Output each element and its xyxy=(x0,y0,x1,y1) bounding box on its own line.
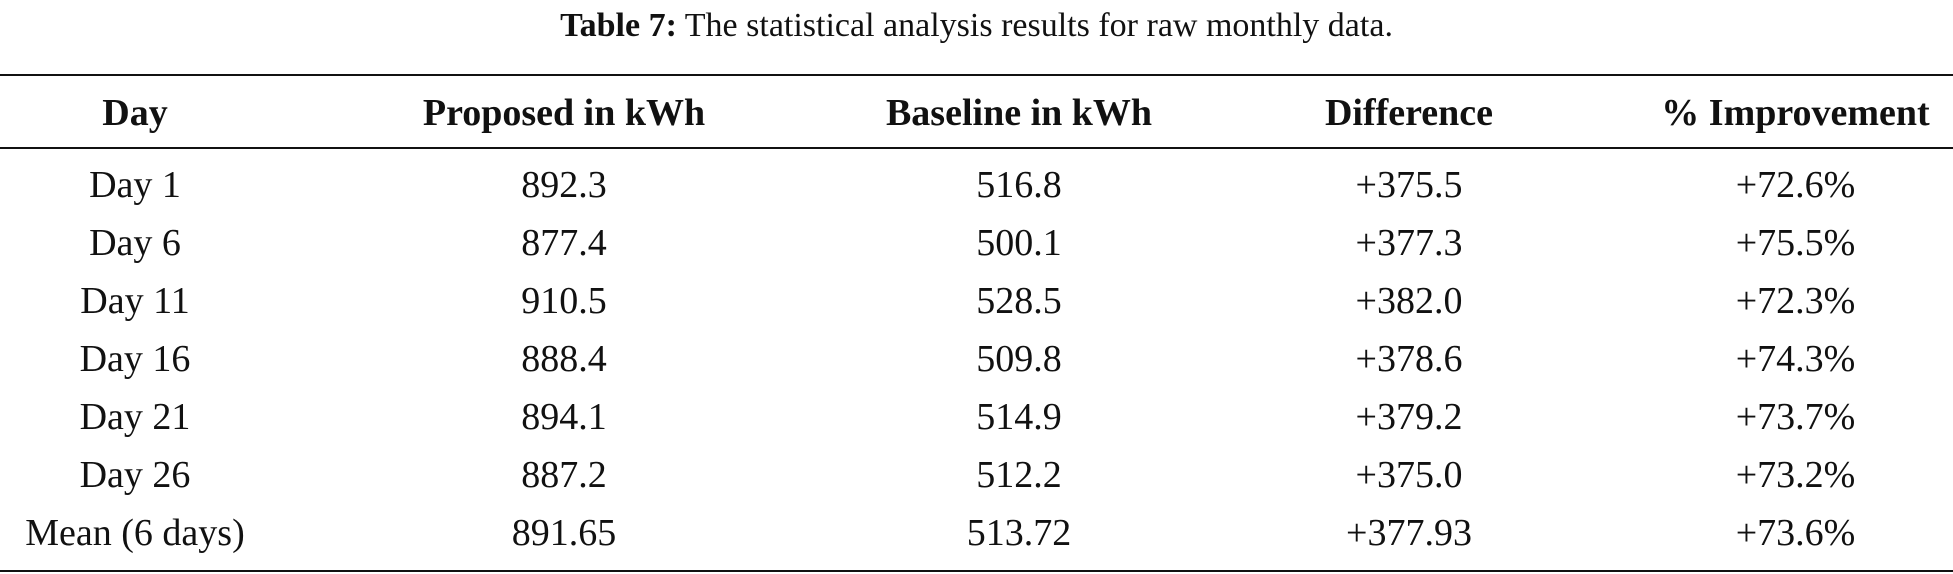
cell-improvement: +72.3% xyxy=(1735,280,1856,322)
header-day: Day xyxy=(102,92,168,134)
cell-day: Day 21 xyxy=(79,396,191,438)
table-header-rule xyxy=(0,147,1953,149)
cell-proposed: 892.3 xyxy=(521,164,607,206)
cell-difference: +377.93 xyxy=(1346,512,1472,554)
table-header-row: Day Proposed in kWh Baseline in kWh Diff… xyxy=(0,78,1953,148)
cell-day: Day 6 xyxy=(89,222,181,264)
cell-baseline: 512.2 xyxy=(976,454,1062,496)
table-top-rule xyxy=(0,74,1953,76)
table-bottom-rule xyxy=(0,570,1953,572)
cell-baseline: 516.8 xyxy=(976,164,1062,206)
table-row-mean: Mean (6 days) 891.65 513.72 +377.93 +73.… xyxy=(0,504,1953,562)
caption-text: The statistical analysis results for raw… xyxy=(684,7,1393,44)
cell-baseline: 513.72 xyxy=(966,512,1072,554)
table-caption: Table 7: The statistical analysis result… xyxy=(0,4,1953,48)
cell-baseline: 514.9 xyxy=(976,396,1062,438)
cell-proposed: 891.65 xyxy=(511,512,617,554)
cell-baseline: 500.1 xyxy=(976,222,1062,264)
results-table: Day Proposed in kWh Baseline in kWh Diff… xyxy=(0,78,1953,562)
header-difference: Difference xyxy=(1324,92,1494,134)
cell-proposed: 894.1 xyxy=(521,396,607,438)
header-improvement: % Improvement xyxy=(1661,92,1930,134)
cell-proposed: 877.4 xyxy=(521,222,607,264)
cell-day: Mean (6 days) xyxy=(25,512,245,554)
header-baseline: Baseline in kWh xyxy=(885,92,1153,134)
cell-improvement: +72.6% xyxy=(1735,164,1856,206)
cell-baseline: 509.8 xyxy=(976,338,1062,380)
table-row: Day 26 887.2 512.2 +375.0 +73.2% xyxy=(0,446,1953,504)
table-row: Day 11 910.5 528.5 +382.0 +72.3% xyxy=(0,272,1953,330)
cell-proposed: 887.2 xyxy=(521,454,607,496)
table-row: Day 6 877.4 500.1 +377.3 +75.5% xyxy=(0,214,1953,272)
cell-improvement: +74.3% xyxy=(1735,338,1856,380)
table-row: Day 21 894.1 514.9 +379.2 +73.7% xyxy=(0,388,1953,446)
cell-proposed: 910.5 xyxy=(521,280,607,322)
cell-difference: +375.0 xyxy=(1355,454,1463,496)
cell-day: Day 16 xyxy=(79,338,191,380)
caption-label: Table 7: xyxy=(560,7,677,44)
cell-improvement: +73.7% xyxy=(1735,396,1856,438)
cell-baseline: 528.5 xyxy=(976,280,1062,322)
cell-day: Day 1 xyxy=(89,164,181,206)
cell-difference: +375.5 xyxy=(1355,164,1463,206)
cell-improvement: +73.6% xyxy=(1735,512,1856,554)
cell-improvement: +75.5% xyxy=(1735,222,1856,264)
cell-day: Day 11 xyxy=(80,280,190,322)
cell-improvement: +73.2% xyxy=(1735,454,1856,496)
cell-difference: +382.0 xyxy=(1355,280,1463,322)
cell-difference: +379.2 xyxy=(1355,396,1463,438)
header-proposed: Proposed in kWh xyxy=(422,92,706,134)
cell-difference: +378.6 xyxy=(1355,338,1463,380)
table-row: Day 16 888.4 509.8 +378.6 +74.3% xyxy=(0,330,1953,388)
cell-day: Day 26 xyxy=(79,454,191,496)
table-row: Day 1 892.3 516.8 +375.5 +72.6% xyxy=(0,148,1953,214)
cell-proposed: 888.4 xyxy=(521,338,607,380)
cell-difference: +377.3 xyxy=(1355,222,1463,264)
